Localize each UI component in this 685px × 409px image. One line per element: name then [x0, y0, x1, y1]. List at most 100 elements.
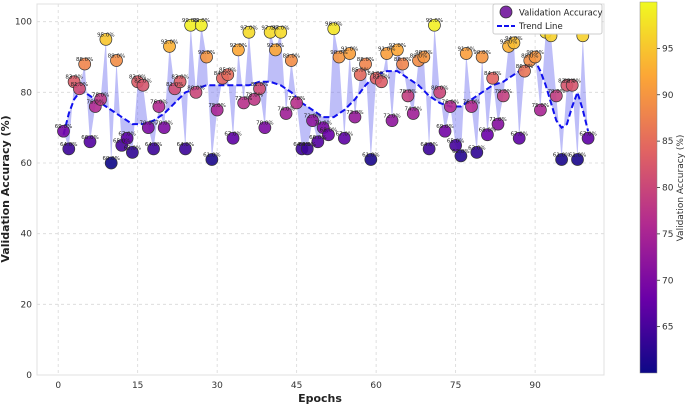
data-point [285, 54, 298, 67]
trend-line-layer [62, 59, 590, 135]
data-point [200, 50, 213, 64]
data-label: 74.0% [277, 107, 294, 113]
data-label: 66.0% [309, 135, 326, 141]
data-point [359, 57, 372, 71]
data-label: 64.0% [145, 142, 162, 148]
data-label: 90.0% [330, 50, 347, 56]
data-label: 89.0% [283, 54, 300, 60]
data-label: 65.0% [447, 138, 464, 144]
data-point [507, 36, 521, 50]
data-label: 60.0% [102, 156, 119, 162]
data-point [475, 50, 489, 64]
data-point [247, 93, 261, 106]
data-point [253, 82, 266, 96]
data-label: 68.0% [479, 128, 496, 134]
data-label: 83.0% [65, 75, 82, 81]
colorbar-tick-label: 80 [662, 184, 674, 194]
data-label: 82.0% [558, 78, 575, 84]
data-label: 76.0% [463, 99, 480, 105]
data-label: 72.0% [383, 114, 400, 120]
data-point [152, 100, 166, 113]
data-point [141, 121, 155, 135]
data-point [136, 78, 150, 92]
data-point [528, 50, 542, 64]
data-label: 61.0% [553, 152, 570, 158]
trend-line [62, 59, 590, 135]
data-point [163, 40, 176, 53]
data-point [327, 22, 341, 36]
data-point [242, 25, 256, 39]
data-point [120, 131, 134, 145]
data-point [486, 71, 500, 85]
data-label: 82.0% [134, 78, 151, 84]
data-point [385, 114, 399, 127]
data-point [481, 128, 494, 142]
data-point [94, 93, 107, 106]
data-label: 83.0% [129, 75, 146, 81]
data-label: 80.0% [431, 85, 448, 91]
data-label: 92.0% [389, 43, 406, 49]
legend-label-trend-line: Trend Line [518, 22, 563, 32]
data-point [438, 124, 452, 138]
data-label: 91.0% [457, 46, 474, 52]
data-label: 95.0% [97, 32, 114, 38]
legend-box [492, 3, 603, 35]
data-point [210, 103, 224, 117]
data-label: 61.0% [569, 152, 586, 158]
y-tick-label: 100 [15, 18, 32, 28]
data-point [353, 68, 367, 82]
data-label: 97.0% [240, 25, 257, 31]
data-point [279, 107, 293, 120]
data-label: 88.0% [394, 57, 411, 63]
data-label: 91.0% [341, 46, 358, 52]
data-point [126, 146, 139, 159]
data-point [258, 121, 272, 135]
data-label: 67.0% [510, 131, 527, 137]
data-label: 90.0% [526, 50, 543, 56]
data-label: 90.0% [415, 50, 432, 56]
data-label: 70.0% [140, 121, 157, 127]
y-tick-label: 0 [26, 371, 32, 381]
data-label: 63.0% [124, 145, 141, 151]
data-label: 84.0% [484, 71, 501, 77]
data-label: 64.0% [60, 142, 77, 148]
x-tick-label: 0 [55, 381, 61, 391]
data-point [179, 142, 192, 156]
data-label: 79.0% [548, 89, 565, 95]
data-point [194, 18, 208, 32]
legend-marker-validation-accuracy [499, 5, 513, 19]
data-label: 89.0% [410, 54, 427, 60]
data-point [428, 18, 441, 32]
colorbar-tick-label: 85 [662, 137, 673, 147]
data-label: 94.0% [505, 36, 522, 42]
data-label: 75.0% [208, 103, 225, 109]
data-point [205, 153, 219, 166]
colorbar-tick-label: 70 [662, 276, 674, 286]
data-label: 66.0% [81, 135, 98, 141]
data-point [496, 89, 510, 103]
data-label: 92.0% [267, 43, 284, 49]
data-point [337, 131, 351, 145]
data-label: 69.0% [436, 124, 453, 130]
data-label: 71.0% [489, 117, 506, 123]
data-point [274, 25, 288, 39]
data-label: 81.0% [166, 82, 183, 88]
data-point [491, 117, 505, 131]
fill-between-area [63, 25, 589, 164]
colorbar-gradient [639, 1, 658, 374]
x-tick-label: 15 [132, 381, 143, 391]
data-label: 82.0% [563, 78, 580, 84]
data-label: 76.0% [442, 99, 459, 105]
data-label: 83.0% [373, 75, 390, 81]
data-label: 86.0% [516, 64, 533, 70]
data-point [62, 142, 76, 156]
data-label: 88.0% [357, 57, 374, 63]
data-label: 93.0% [500, 39, 517, 45]
y-tick-label: 40 [21, 230, 33, 240]
data-point [306, 114, 319, 127]
data-label: 88.0% [76, 57, 93, 63]
data-point [555, 153, 568, 166]
y-tick-label: 80 [21, 88, 33, 98]
